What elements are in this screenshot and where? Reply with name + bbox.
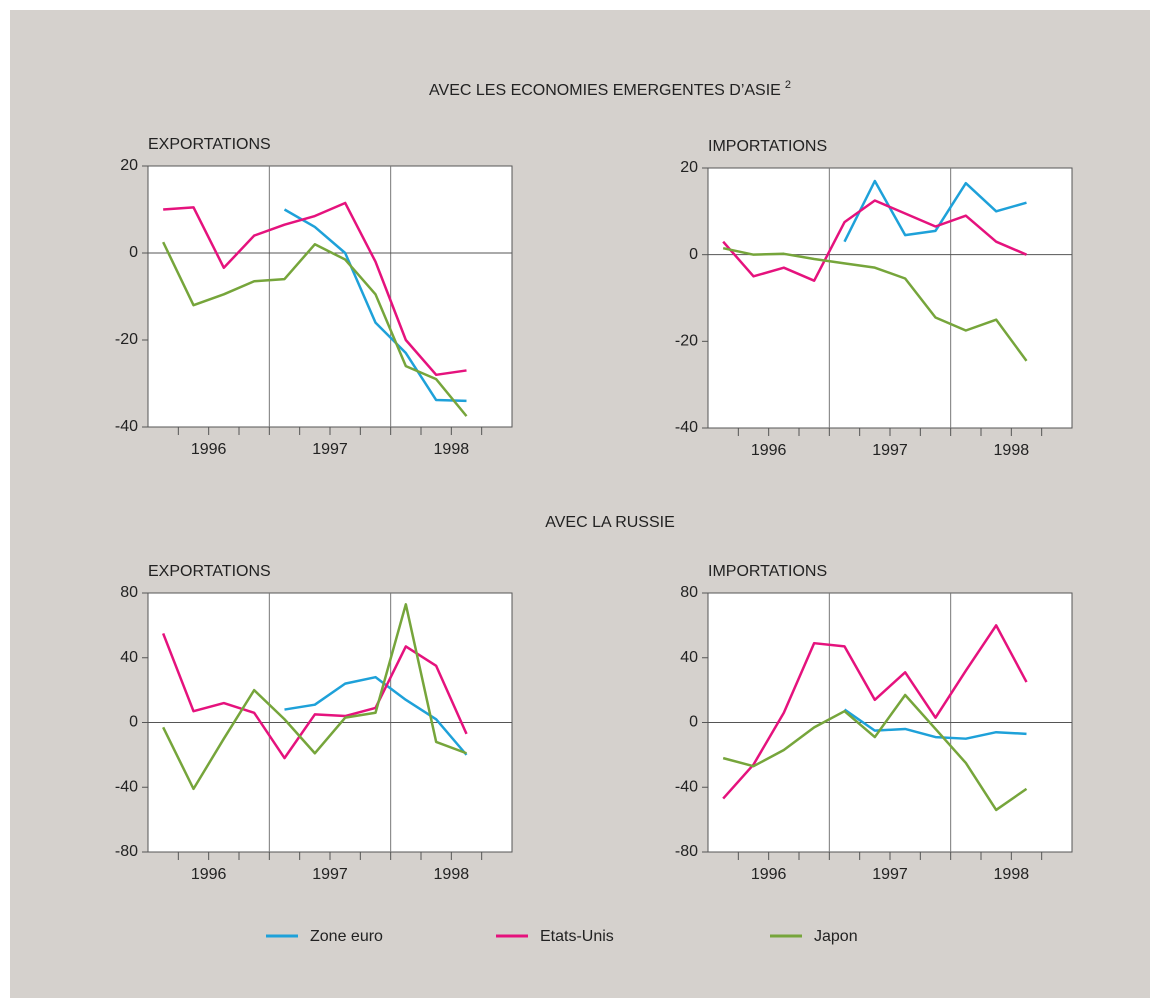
legend-label: Etats-Unis	[540, 928, 614, 945]
x-tick-label: 1996	[751, 442, 787, 459]
series-line	[283, 208, 467, 403]
section-title-text: AVEC LA RUSSIE	[545, 514, 675, 531]
plot-area	[707, 167, 1073, 429]
y-tick-label: 80	[680, 584, 698, 601]
series-line	[162, 241, 468, 417]
y-tick-label: -20	[675, 333, 698, 350]
y-tick-label: 0	[689, 714, 698, 731]
series-line	[722, 246, 1028, 362]
x-tick-label: 1997	[312, 866, 348, 883]
series-line	[284, 675, 468, 756]
y-tick-label: -40	[675, 778, 698, 795]
x-tick-label: 1996	[191, 441, 227, 458]
x-tick-label: 1997	[312, 441, 348, 458]
series-line	[722, 624, 1028, 800]
y-tick-label: 20	[120, 157, 138, 174]
legend-label: Japon	[814, 928, 858, 945]
x-tick-label: 1997	[872, 866, 908, 883]
series-line	[722, 693, 1028, 812]
section-title: AVEC LES ECONOMIES EMERGENTES D’ASIE 2	[429, 79, 791, 99]
series-line	[162, 603, 467, 791]
x-tick-label: 1996	[751, 866, 787, 883]
section-title-text: AVEC LES ECONOMIES EMERGENTES D’ASIE	[429, 82, 781, 99]
x-tick-label: 1997	[872, 442, 908, 459]
x-tick-label: 1998	[994, 442, 1030, 459]
y-tick-label: -40	[115, 778, 138, 795]
y-tick-label: 0	[129, 714, 138, 731]
y-tick-label: 40	[120, 649, 138, 666]
y-tick-label: -80	[675, 843, 698, 860]
x-tick-label: 1998	[434, 866, 470, 883]
x-tick-label: 1998	[434, 441, 470, 458]
series-line	[843, 179, 1027, 243]
footnote-mark: 2	[785, 79, 791, 91]
chart-title: IMPORTATIONS	[708, 138, 827, 155]
y-tick-label: -80	[115, 843, 138, 860]
series-line	[722, 199, 1027, 282]
y-tick-label: 40	[680, 649, 698, 666]
chart-title: EXPORTATIONS	[148, 563, 271, 580]
chart-title: IMPORTATIONS	[708, 563, 827, 580]
y-tick-label: 0	[129, 244, 138, 261]
chart-title: EXPORTATIONS	[148, 136, 271, 153]
y-tick-label: 80	[120, 584, 138, 601]
y-tick-label: 0	[689, 246, 698, 263]
x-tick-label: 1998	[994, 866, 1030, 883]
x-tick-label: 1996	[191, 866, 227, 883]
series-line	[163, 201, 467, 377]
legend-label: Zone euro	[310, 928, 383, 945]
section-title: AVEC LA RUSSIE	[545, 514, 675, 531]
series-line	[843, 708, 1027, 740]
y-tick-label: -20	[115, 331, 138, 348]
plot-area	[147, 165, 513, 428]
y-tick-label: -40	[115, 418, 138, 435]
y-tick-label: 20	[680, 159, 698, 176]
y-tick-label: -40	[675, 419, 698, 436]
